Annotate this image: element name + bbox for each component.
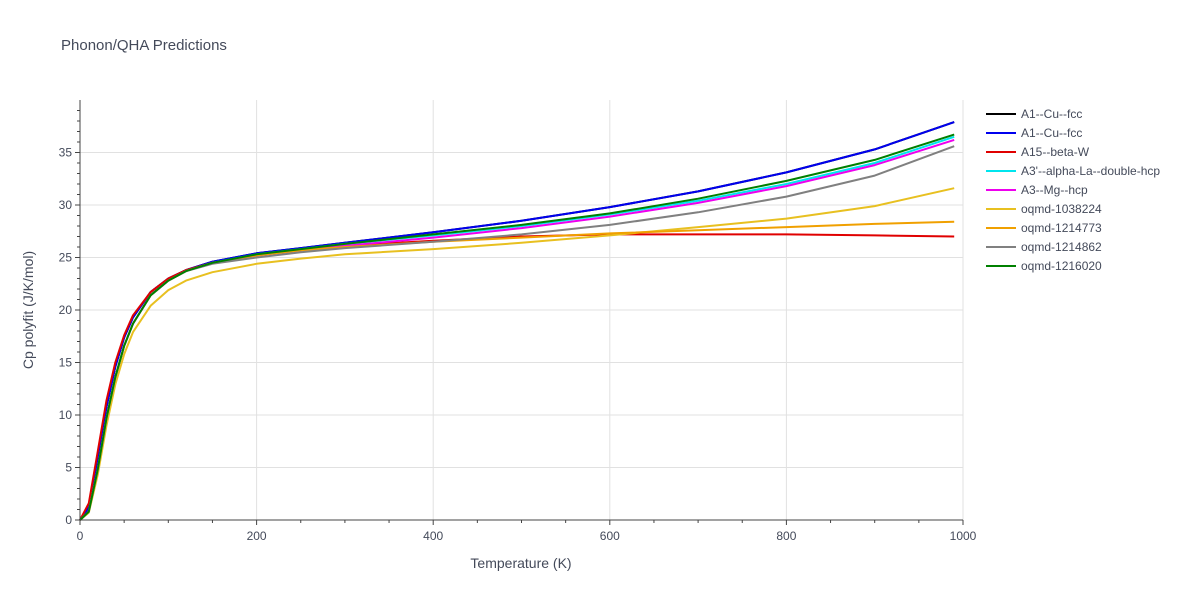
y-tick-label: 30	[59, 198, 73, 212]
legend-item[interactable]: A15--beta-W	[986, 145, 1090, 159]
legend-item[interactable]: A1--Cu--fcc	[986, 107, 1082, 121]
x-tick-label: 400	[423, 529, 443, 543]
series-line-1	[79, 121, 955, 521]
series-lines	[79, 121, 955, 521]
x-tick-label: 1000	[950, 529, 977, 543]
legend-label: A3--Mg--hcp	[1021, 183, 1088, 197]
series-line-8	[79, 145, 955, 521]
axes	[75, 100, 964, 525]
x-tick-label: 200	[247, 529, 267, 543]
x-tick-label: 800	[776, 529, 796, 543]
legend-item[interactable]: oqmd-1214773	[986, 221, 1102, 235]
legend-label: oqmd-1038224	[1021, 202, 1102, 216]
series-line-7	[79, 220, 955, 521]
y-tick-labels: 0 5 10 15 20 25 30 35	[59, 146, 73, 528]
series-line-5	[79, 138, 955, 521]
y-tick-label: 35	[59, 146, 73, 160]
legend-item[interactable]: oqmd-1038224	[986, 202, 1102, 216]
legend-label: oqmd-1216020	[1021, 259, 1102, 273]
legend-item[interactable]: oqmd-1216020	[986, 259, 1102, 273]
legend-item[interactable]: A1--Cu--fcc	[986, 126, 1082, 140]
series-line-4	[79, 135, 955, 521]
x-tick-label: 0	[77, 529, 84, 543]
y-tick-label: 15	[59, 356, 73, 370]
legend-label: A1--Cu--fcc	[1021, 107, 1082, 121]
y-tick-label: 0	[65, 513, 72, 527]
series-line-3	[79, 233, 955, 521]
x-tick-labels: 0 200 400 600 800 1000	[77, 529, 977, 543]
y-tick-label: 20	[59, 303, 73, 317]
legend-label: oqmd-1214862	[1021, 240, 1102, 254]
series-line-9	[79, 133, 955, 521]
legend-label: A3'--alpha-La--double-hcp	[1021, 164, 1160, 178]
series-line-6	[79, 187, 955, 521]
legend[interactable]: A1--Cu--fcc A1--Cu--fcc A15--beta-W A3'--al…	[986, 107, 1160, 273]
y-tick-label: 5	[65, 461, 72, 475]
grid	[80, 100, 964, 520]
x-tick-label: 600	[600, 529, 620, 543]
legend-label: oqmd-1214773	[1021, 221, 1102, 235]
y-tick-label: 25	[59, 251, 73, 265]
x-axis-title: Temperature (K)	[470, 555, 571, 571]
chart-title: Phonon/QHA Predictions	[61, 37, 227, 54]
legend-item[interactable]: A3'--alpha-La--double-hcp	[986, 164, 1160, 178]
legend-label: A1--Cu--fcc	[1021, 126, 1082, 140]
y-axis-title: Cp polyfit (J/K/mol)	[20, 251, 36, 369]
legend-item[interactable]: A3--Mg--hcp	[986, 183, 1088, 197]
y-tick-label: 10	[59, 408, 73, 422]
legend-label: A15--beta-W	[1021, 145, 1090, 159]
series-line-2	[79, 121, 955, 521]
legend-item[interactable]: oqmd-1214862	[986, 240, 1102, 254]
